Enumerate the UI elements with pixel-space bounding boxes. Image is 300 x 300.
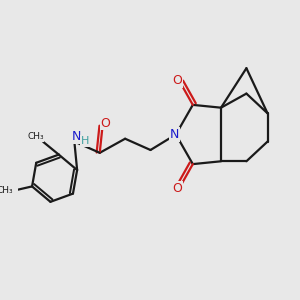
Text: O: O (172, 182, 182, 195)
Text: N: N (72, 130, 81, 143)
Text: H: H (81, 136, 89, 146)
Text: CH₃: CH₃ (0, 186, 14, 195)
Text: N: N (170, 128, 179, 141)
Text: O: O (100, 117, 110, 130)
Text: O: O (172, 74, 182, 87)
Text: CH₃: CH₃ (27, 132, 44, 141)
